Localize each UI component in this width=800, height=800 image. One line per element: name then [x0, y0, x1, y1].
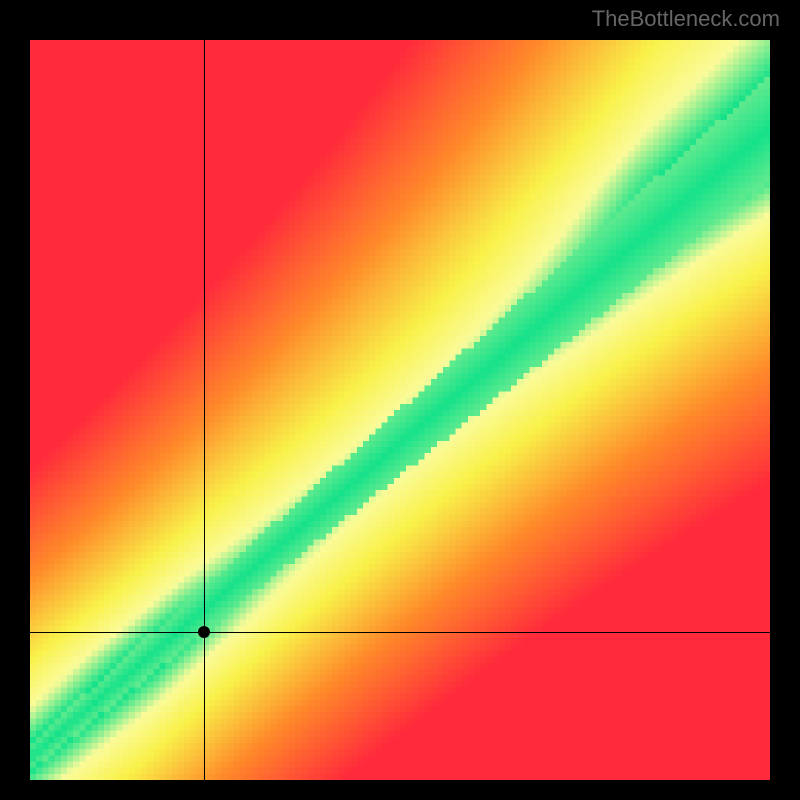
crosshair-horizontal	[30, 632, 770, 633]
watermark-text: TheBottleneck.com	[592, 6, 780, 32]
crosshair-vertical	[204, 40, 205, 780]
selection-marker	[198, 626, 210, 638]
heatmap-canvas	[30, 40, 770, 780]
bottleneck-heatmap	[30, 40, 770, 780]
